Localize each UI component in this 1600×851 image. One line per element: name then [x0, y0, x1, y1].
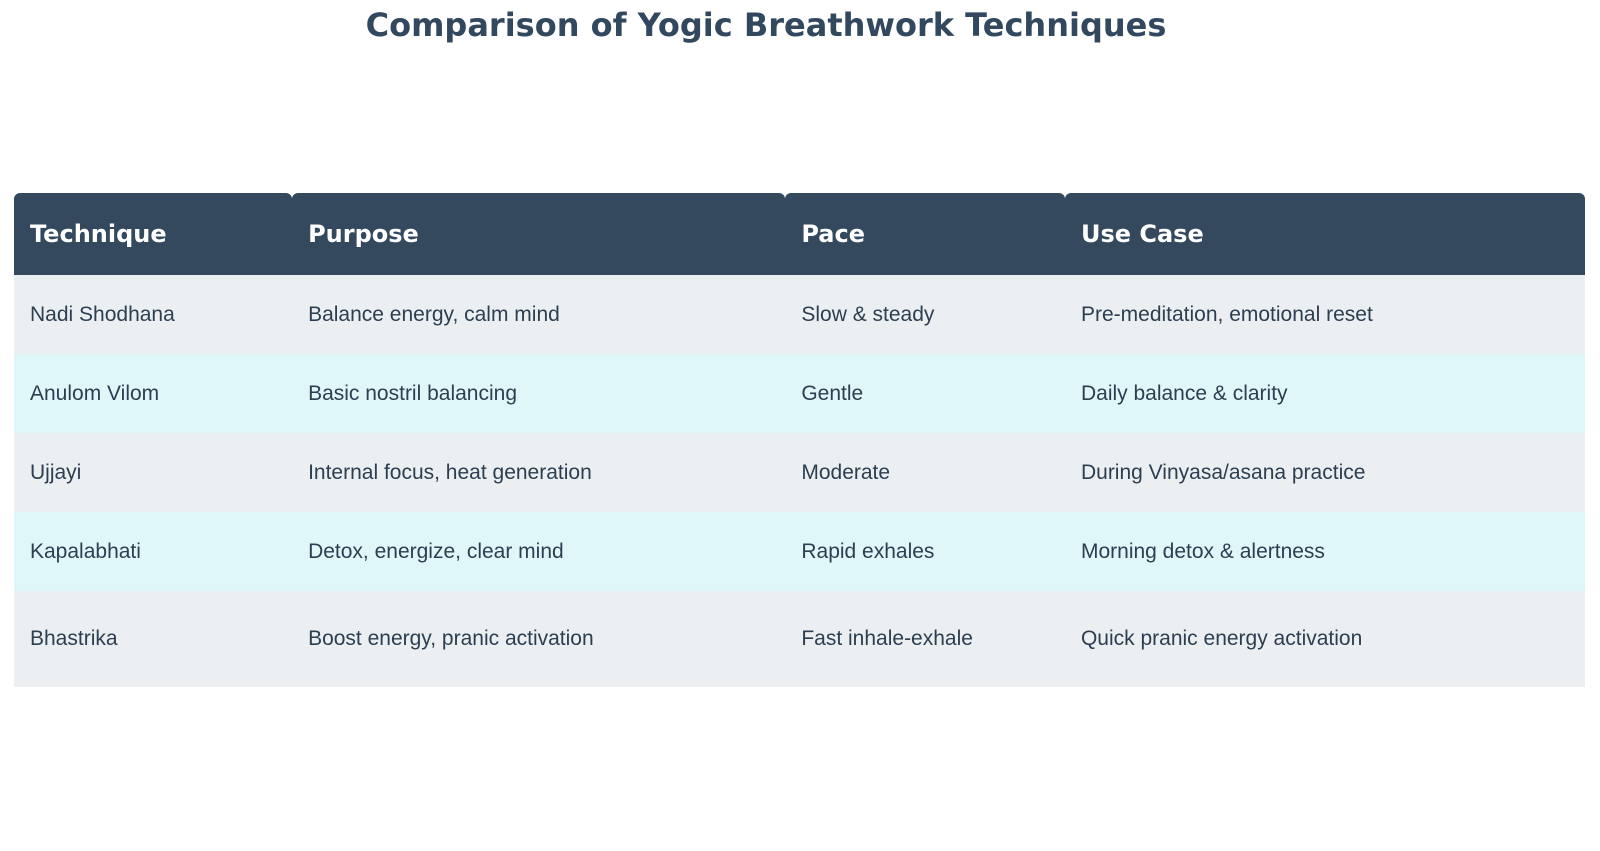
purpose-cell: Boost energy, pranic activation: [292, 591, 786, 688]
table-row: Kapalabhati Detox, energize, clear mind …: [14, 512, 1585, 592]
table-row: Nadi Shodhana Balance energy, calm mind …: [14, 275, 1585, 355]
table-row: Bhastrika Boost energy, pranic activatio…: [14, 591, 1585, 688]
column-header-use-case: Use Case: [1064, 193, 1585, 276]
pace-cell: Rapid exhales: [785, 512, 1065, 592]
pace-cell: Moderate: [785, 433, 1065, 513]
technique-cell: Ujjayi: [14, 433, 293, 513]
table-header-row: Technique Purpose Pace Use Case: [14, 193, 1585, 276]
use-case-cell: During Vinyasa/asana practice: [1064, 433, 1585, 513]
purpose-cell: Internal focus, heat generation: [292, 433, 786, 513]
technique-cell: Kapalabhati: [14, 512, 293, 592]
table-row: Anulom Vilom Basic nostril balancing Gen…: [14, 354, 1585, 434]
pace-cell: Gentle: [785, 354, 1065, 434]
use-case-cell: Daily balance & clarity: [1064, 354, 1585, 434]
comparison-table: Technique Purpose Pace Use Case Nadi Sho…: [14, 193, 1585, 688]
comparison-table-container: Technique Purpose Pace Use Case Nadi Sho…: [14, 193, 1585, 688]
technique-cell: Nadi Shodhana: [14, 275, 293, 355]
technique-cell: Bhastrika: [14, 591, 293, 688]
purpose-cell: Basic nostril balancing: [292, 354, 786, 434]
pace-cell: Fast inhale-exhale: [785, 591, 1065, 688]
column-header-technique: Technique: [14, 193, 293, 276]
table-row: Ujjayi Internal focus, heat generation M…: [14, 433, 1585, 513]
use-case-cell: Morning detox & alertness: [1064, 512, 1585, 592]
technique-cell: Anulom Vilom: [14, 354, 293, 434]
purpose-cell: Detox, energize, clear mind: [292, 512, 786, 592]
column-header-purpose: Purpose: [292, 193, 786, 276]
page-title: Comparison of Yogic Breathwork Technique…: [365, 6, 1167, 44]
column-header-pace: Pace: [785, 193, 1065, 276]
use-case-cell: Pre-meditation, emotional reset: [1064, 275, 1585, 355]
purpose-cell: Balance energy, calm mind: [292, 275, 786, 355]
pace-cell: Slow & steady: [785, 275, 1065, 355]
use-case-cell: Quick pranic energy activation: [1064, 591, 1585, 688]
